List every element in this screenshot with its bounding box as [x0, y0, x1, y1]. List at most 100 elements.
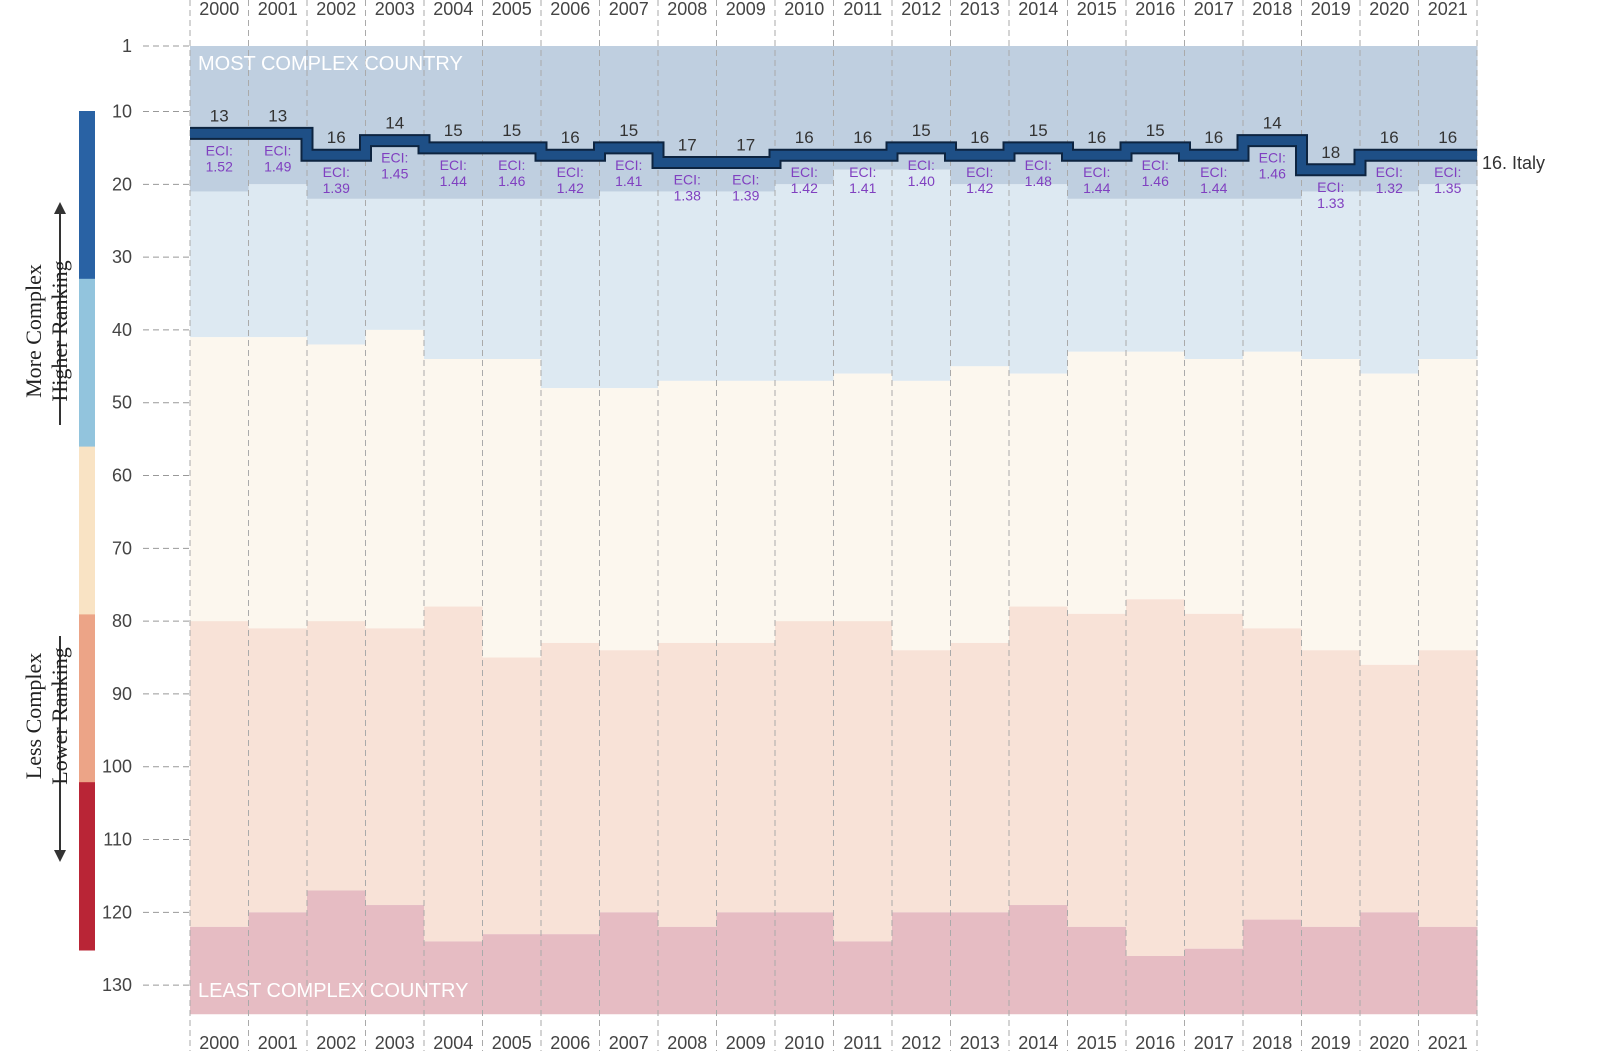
eci-value-label: 1.48: [1025, 173, 1052, 189]
x-tick-label-top: 2016: [1135, 0, 1175, 19]
band-4-2012: [892, 650, 951, 913]
band-5-2005: [482, 934, 542, 1015]
eci-value-label: 1.40: [908, 173, 935, 189]
x-tick-label-bottom: 2005: [492, 1033, 532, 1051]
x-tick-label-bottom: 2009: [726, 1033, 766, 1051]
band-2-2018: [1243, 198, 1302, 352]
x-tick-label-bottom: 2016: [1135, 1033, 1175, 1051]
band-2-2014: [1009, 184, 1068, 374]
less-complex-label: Less Complex Lower Ranking: [21, 647, 72, 785]
band-3-2012: [892, 380, 951, 651]
more-complex-label: More Complex Higher Ranking: [21, 260, 72, 402]
eci-prefix-label: ECI:: [1259, 150, 1286, 166]
x-tick-label-top: 2010: [784, 0, 824, 19]
x-tick-label-top: 2002: [316, 0, 356, 19]
band-1-2008: [658, 46, 717, 192]
band-4-2019: [1301, 650, 1361, 927]
rank-value-label: 16: [1204, 128, 1223, 147]
band-2-2001: [248, 184, 308, 338]
rank-value-label: 16: [795, 128, 814, 147]
legend-swatch-5: [79, 782, 95, 951]
eci-prefix-label: ECI:: [674, 171, 701, 187]
band-3-2017: [1184, 359, 1244, 614]
eci-value-label: 1.45: [381, 166, 408, 182]
band-3-2001: [248, 337, 308, 629]
y-tick-label: 30: [112, 247, 132, 267]
legend-swatch-4: [79, 614, 95, 783]
band-4-2003: [365, 628, 425, 906]
band-1-2005: [482, 46, 542, 199]
rank-value-label: 15: [502, 121, 521, 140]
band-5-2000: [190, 926, 249, 1015]
band-2-2021: [1418, 184, 1478, 360]
rank-value-label: 14: [385, 114, 404, 133]
band-1-2009: [716, 46, 776, 192]
x-tick-label-top: 2014: [1018, 0, 1058, 19]
band-2-2006: [541, 198, 600, 389]
eci-value-label: 1.42: [966, 180, 993, 196]
x-tick-label-bottom: 2003: [375, 1033, 415, 1051]
rank-value-label: 15: [1146, 121, 1165, 140]
eci-value-label: 1.44: [440, 173, 467, 189]
y-tick-label: 1: [122, 36, 132, 56]
band-2-2016: [1126, 198, 1185, 352]
x-tick-label-top: 2011: [843, 0, 882, 19]
x-tick-label-top: 2000: [199, 0, 239, 19]
legend-swatch-1: [79, 111, 95, 280]
band-4-2010: [775, 621, 834, 913]
band-4-2007: [599, 650, 659, 913]
band-5-2006: [541, 934, 600, 1015]
band-3-2014: [1009, 373, 1068, 607]
band-3-2006: [541, 388, 600, 643]
x-tick-label-top: 2003: [375, 0, 415, 19]
band-5-2014: [1009, 905, 1068, 1015]
band-4-2020: [1360, 664, 1419, 913]
x-tick-label-bottom: 2020: [1369, 1033, 1409, 1051]
band-1-2015: [1067, 46, 1127, 199]
eci-value-label: 1.35: [1434, 180, 1461, 196]
arrow-down: [54, 636, 66, 862]
grid-lines: [189, 0, 1478, 1051]
band-5-2020: [1360, 912, 1419, 1015]
eci-value-label: 1.33: [1317, 195, 1344, 211]
eci-value-label: 1.39: [732, 187, 759, 203]
x-tick-label-bottom: 2000: [199, 1033, 239, 1051]
eci-prefix-label: ECI:: [1142, 157, 1169, 173]
x-tick-label-bottom: 2017: [1194, 1033, 1234, 1051]
eci-value-label: 1.42: [557, 180, 584, 196]
x-tick-label-bottom: 2008: [667, 1033, 707, 1051]
eci-prefix-label: ECI:: [849, 164, 876, 180]
band-5-2015: [1067, 926, 1127, 1015]
rank-value-label: 16: [853, 128, 872, 147]
x-tick-label-bottom: 2011: [843, 1033, 882, 1051]
rank-value-label: 15: [444, 121, 463, 140]
eci-prefix-label: ECI:: [557, 164, 584, 180]
band-3-2008: [658, 380, 717, 643]
y-tick-label: 10: [112, 102, 132, 122]
x-tick-label-bottom: 2014: [1018, 1033, 1058, 1051]
band-3-2002: [307, 344, 366, 622]
eci-value-label: 1.38: [674, 187, 701, 203]
rank-value-label: 16: [327, 128, 346, 147]
y-tick-label: 20: [112, 174, 132, 194]
eci-prefix-label: ECI:: [440, 157, 467, 173]
eci-prefix-label: ECI:: [264, 142, 291, 158]
eci-value-label: 1.42: [791, 180, 818, 196]
y-tick-label: 100: [102, 757, 132, 777]
eci-prefix-label: ECI:: [1434, 164, 1461, 180]
band-2-2012: [892, 169, 951, 381]
band-2-2020: [1360, 191, 1419, 374]
rank-value-label: 13: [268, 106, 287, 125]
x-tick-label-bottom: 2007: [609, 1033, 649, 1051]
y-tick-label: 80: [112, 611, 132, 631]
band-2-2002: [307, 198, 366, 345]
band-3-2007: [599, 388, 659, 651]
legend-swatch-2: [79, 278, 95, 448]
eci-value-label: 1.46: [1259, 166, 1286, 182]
x-tick-label-top: 2017: [1194, 0, 1234, 19]
y-tick-label: 130: [102, 975, 132, 995]
band-1-2020: [1360, 46, 1419, 192]
band-5-2001: [248, 912, 308, 1015]
eci-value-label: 1.49: [264, 158, 291, 174]
x-tick-label-top: 2008: [667, 0, 707, 19]
